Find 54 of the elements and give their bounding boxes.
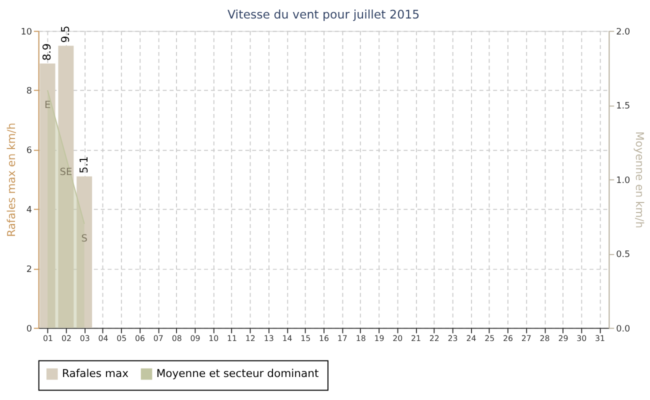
y2-tick-label: 2.0 [616, 27, 631, 38]
y2-tick-label: 0.5 [616, 250, 630, 260]
x-tick-label: 13 [264, 334, 274, 344]
data-label: SE [60, 166, 72, 178]
legend-label: Moyenne et secteur dominant [156, 366, 319, 380]
y2-tick-label: 1.0 [616, 176, 631, 186]
y-axis-title: Rafales max en km/h [4, 122, 18, 237]
x-tick-label: 23 [448, 334, 458, 344]
data-label: E [44, 100, 51, 111]
y-tick-label: 4 [26, 205, 32, 216]
x-tick-label: 02 [61, 334, 72, 344]
y-tick-label: 6 [26, 146, 32, 156]
y-tick-label: 8 [26, 86, 32, 97]
data-label: 8.9 [40, 43, 54, 61]
x-tick-label: 03 [80, 334, 90, 344]
x-tick-label: 28 [540, 334, 550, 344]
x-tick-label: 19 [374, 334, 384, 344]
y2-tick-label: 0.0 [616, 324, 631, 334]
chart-title: Vitesse du vent pour juillet 2015 [227, 8, 420, 22]
x-tick-label: 04 [98, 334, 108, 344]
x-tick-label: 18 [356, 334, 366, 344]
x-tick-label: 16 [319, 334, 330, 344]
x-tick-label: 31 [594, 334, 605, 344]
x-tick-label: 17 [337, 334, 348, 344]
x-tick-label: 22 [429, 334, 440, 344]
x-tick-label: 15 [300, 334, 311, 344]
x-tick-label: 12 [245, 334, 256, 344]
y-tick-label: 2 [26, 264, 32, 275]
x-tick-label: 11 [227, 334, 238, 344]
data-label: 9.5 [58, 26, 72, 43]
x-tick-label: 06 [135, 334, 146, 344]
x-tick-label: 10 [208, 334, 219, 344]
x-tick-label: 30 [576, 334, 587, 344]
x-tick-label: 24 [466, 334, 476, 344]
x-tick-label: 08 [172, 334, 182, 344]
x-tick-label: 26 [502, 334, 514, 344]
x-tick-label: 27 [521, 334, 532, 344]
x-tick-label: 09 [190, 334, 200, 344]
legend-label: Rafales max [62, 366, 130, 380]
x-tick-label: 01 [43, 334, 54, 344]
x-tick-label: 14 [282, 334, 292, 344]
bar [76, 176, 92, 328]
x-tick-label: 29 [558, 334, 568, 344]
y2-axis-title: Moyenne en km/h [633, 131, 646, 228]
data-label: 5.1 [77, 156, 90, 174]
x-tick-label: 21 [411, 334, 422, 344]
y-tick-label: 0 [26, 324, 32, 334]
x-tick-label: 25 [484, 334, 495, 344]
x-tick-label: 20 [392, 334, 403, 344]
y2-tick-label: 1.5 [616, 102, 630, 112]
x-tick-label: 05 [116, 334, 127, 344]
data-label: S [81, 234, 88, 245]
y-tick-label: 10 [20, 27, 32, 38]
x-tick-label: 07 [153, 334, 164, 344]
